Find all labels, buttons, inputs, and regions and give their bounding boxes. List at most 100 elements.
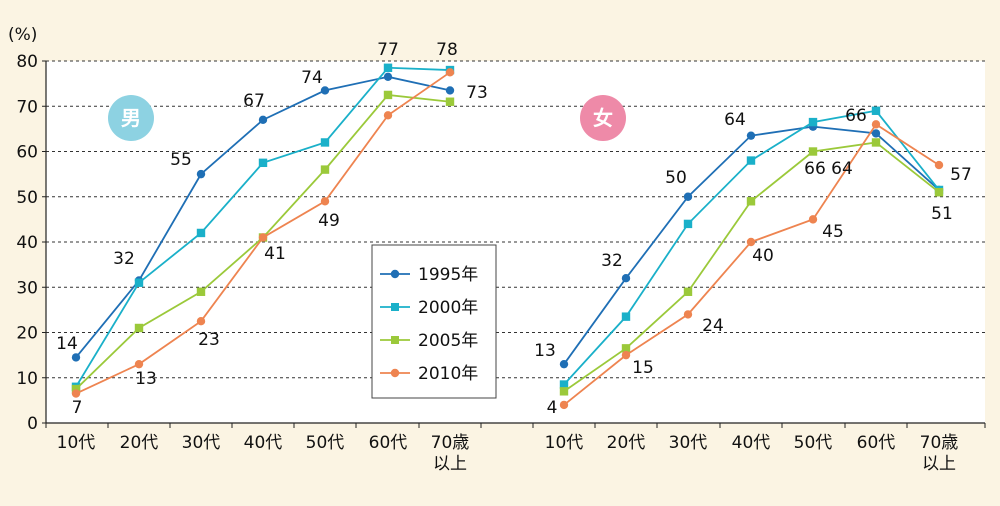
data-point-2010 bbox=[196, 316, 206, 326]
data-label: 67 bbox=[243, 91, 265, 111]
data-point-2010 bbox=[258, 233, 268, 242]
data-point-2005 bbox=[196, 287, 206, 296]
data-point-2010 bbox=[746, 237, 756, 247]
data-label: 50 bbox=[665, 168, 687, 188]
data-label: 4 bbox=[547, 398, 558, 418]
x-tick-label: 50代 bbox=[306, 433, 345, 453]
data-point-2005 bbox=[320, 165, 330, 174]
y-tick-label: 30 bbox=[16, 278, 38, 298]
data-point-2010 bbox=[871, 120, 881, 129]
x-tick-label: 40代 bbox=[244, 433, 283, 453]
data-point-2010 bbox=[559, 400, 569, 410]
y-tick-label: 20 bbox=[16, 324, 38, 344]
x-tick-label: 以上 bbox=[433, 454, 467, 474]
x-tick-label: 10代 bbox=[57, 433, 96, 453]
x-tick-label: 40代 bbox=[732, 433, 771, 453]
data-point-2005 bbox=[383, 90, 393, 100]
data-point-1995 bbox=[559, 359, 569, 369]
x-tick-label: 20代 bbox=[120, 433, 159, 453]
x-tick-label: 70歳 bbox=[920, 433, 959, 453]
data-label: 13 bbox=[534, 341, 556, 361]
data-point-2000 bbox=[621, 312, 631, 321]
data-point-2005 bbox=[445, 97, 455, 106]
data-point-2005 bbox=[559, 387, 569, 396]
data-point-2000 bbox=[808, 117, 818, 127]
y-tick-label: 60 bbox=[16, 143, 38, 163]
y-tick-label: 80 bbox=[16, 52, 38, 72]
data-label: 73 bbox=[466, 83, 488, 103]
data-label: 49 bbox=[318, 211, 340, 231]
data-label: 15 bbox=[632, 358, 654, 378]
data-point-2005 bbox=[683, 287, 693, 296]
panel-badge bbox=[108, 95, 154, 141]
y-tick-label: 70 bbox=[16, 97, 38, 117]
panel-label: 男 bbox=[121, 106, 141, 130]
data-point-1995 bbox=[445, 86, 455, 95]
data-label: 64 bbox=[724, 110, 746, 130]
data-point-1995 bbox=[258, 115, 268, 125]
data-point-2005 bbox=[746, 197, 756, 206]
data-point-1995 bbox=[71, 353, 81, 362]
data-label: 24 bbox=[702, 316, 724, 336]
x-tick-label: 20代 bbox=[607, 433, 646, 453]
data-label: 23 bbox=[198, 330, 220, 350]
legend-marker bbox=[390, 269, 400, 279]
legend-label: 1995年 bbox=[418, 265, 478, 285]
data-point-2000 bbox=[683, 219, 693, 229]
data-point-2000 bbox=[258, 158, 268, 168]
data-label: 66 bbox=[804, 159, 826, 179]
data-point-2010 bbox=[934, 160, 944, 170]
data-label: 64 bbox=[831, 159, 853, 179]
data-label: 66 bbox=[845, 106, 867, 126]
data-point-2000 bbox=[559, 380, 569, 389]
y-unit-label: (%) bbox=[8, 25, 37, 45]
y-tick-label: 10 bbox=[16, 369, 38, 389]
data-point-2005 bbox=[871, 138, 881, 147]
data-point-2000 bbox=[871, 106, 881, 115]
legend-label: 2000年 bbox=[418, 298, 478, 318]
data-label: 13 bbox=[135, 369, 157, 389]
data-point-2005 bbox=[621, 344, 631, 353]
data-label: 57 bbox=[950, 165, 972, 185]
y-tick-label: 40 bbox=[16, 233, 38, 253]
data-point-2010 bbox=[71, 389, 81, 398]
x-tick-label: 60代 bbox=[857, 433, 896, 453]
data-label: 40 bbox=[752, 246, 774, 266]
data-label: 7 bbox=[72, 398, 83, 418]
legend-marker bbox=[391, 303, 399, 311]
data-point-1995 bbox=[320, 86, 330, 95]
data-point-2010 bbox=[134, 359, 144, 369]
x-tick-label: 30代 bbox=[669, 433, 708, 453]
data-point-1995 bbox=[683, 192, 693, 201]
panel-label: 女 bbox=[593, 106, 613, 130]
data-label: 14 bbox=[56, 334, 78, 354]
x-tick-label: 30代 bbox=[182, 433, 221, 453]
data-point-2010 bbox=[445, 68, 455, 77]
data-label: 32 bbox=[601, 251, 623, 271]
data-point-2005 bbox=[71, 384, 81, 394]
x-tick-label: 70歳 bbox=[431, 433, 470, 453]
data-label: 78 bbox=[436, 40, 458, 60]
y-tick-label: 50 bbox=[16, 188, 38, 208]
x-tick-label: 50代 bbox=[794, 433, 833, 453]
data-point-2000 bbox=[746, 156, 756, 165]
data-point-2005 bbox=[134, 323, 144, 333]
data-point-2005 bbox=[808, 147, 818, 156]
x-tick-label: 10代 bbox=[545, 433, 584, 453]
data-label: 74 bbox=[301, 68, 323, 88]
data-point-2000 bbox=[320, 138, 330, 147]
data-point-2000 bbox=[383, 63, 393, 72]
data-label: 41 bbox=[264, 244, 286, 264]
data-point-2010 bbox=[320, 197, 330, 206]
panel-badge bbox=[580, 95, 626, 141]
data-point-2010 bbox=[808, 215, 818, 224]
data-label: 32 bbox=[113, 249, 135, 269]
x-tick-label: 以上 bbox=[922, 454, 956, 474]
data-point-2000 bbox=[196, 228, 206, 238]
data-point-1995 bbox=[383, 72, 393, 82]
x-tick-label: 60代 bbox=[369, 433, 408, 453]
legend-label: 2010年 bbox=[418, 364, 478, 384]
data-point-1995 bbox=[196, 169, 206, 179]
legend-marker bbox=[391, 336, 399, 344]
